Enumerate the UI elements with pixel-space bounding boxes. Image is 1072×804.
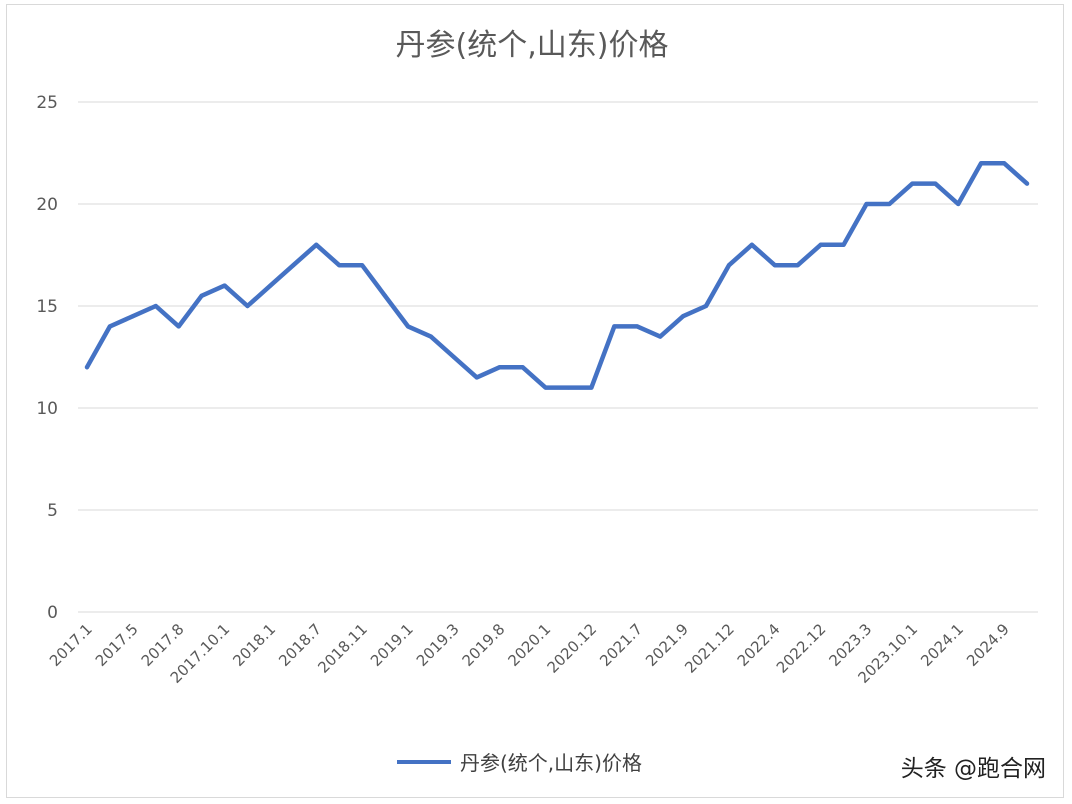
data-point [979, 161, 984, 166]
legend: 丹参(统个,山东)价格 [397, 751, 642, 775]
data-point [451, 355, 456, 359]
data-point [956, 202, 961, 206]
data-point [566, 385, 571, 390]
data-point [107, 324, 112, 329]
y-tick-label: 10 [36, 399, 58, 419]
data-point [130, 314, 135, 319]
data-point [85, 365, 89, 370]
data-point [337, 263, 342, 268]
data-point [726, 263, 731, 268]
y-tick-label: 20 [36, 195, 58, 215]
data-point [864, 202, 869, 206]
data-point [795, 263, 800, 268]
data-point [153, 304, 158, 308]
data-point [405, 324, 410, 329]
data-point [612, 324, 617, 329]
data-point [681, 314, 686, 319]
x-tick-label: 2019.8 [459, 620, 509, 670]
data-point [222, 283, 227, 288]
data-point [818, 242, 823, 247]
gridlines [78, 101, 1038, 613]
data-point [841, 242, 846, 247]
y-tick-label: 25 [36, 93, 58, 113]
data-point [658, 334, 663, 339]
y-tick-label: 15 [36, 297, 58, 317]
data-point [749, 242, 754, 247]
x-tick-label: 2020.12 [544, 620, 601, 677]
chart-frame [6, 4, 1064, 798]
data-point [635, 324, 640, 329]
x-tick-label: 2022.12 [773, 620, 830, 677]
data-point [428, 334, 433, 339]
data-point [383, 293, 388, 298]
data-point [497, 365, 502, 370]
data-point [474, 375, 479, 380]
data-point [176, 324, 181, 329]
data-point [772, 263, 777, 268]
x-tick-label: 2024.9 [963, 620, 1013, 670]
data-point [589, 385, 594, 390]
data-point [291, 263, 296, 268]
data-point [360, 263, 365, 268]
x-tick-label: 2021.7 [596, 620, 646, 670]
legend-label: 丹参(统个,山东)价格 [460, 751, 642, 775]
x-tick-label: 2017.1 [46, 620, 96, 670]
y-tick-label: 5 [47, 501, 58, 521]
data-point [1025, 181, 1029, 186]
data-point [245, 304, 250, 308]
data-point [314, 242, 319, 247]
x-tick-label: 2021.12 [681, 620, 738, 677]
x-tick-label: 2017.5 [92, 620, 142, 670]
x-axis-ticks: 2017.12017.52017.82017.10.12018.12018.72… [46, 620, 1013, 687]
x-tick-label: 2019.3 [413, 620, 463, 670]
data-point [543, 385, 548, 390]
plot-area [84, 160, 1030, 390]
data-point [887, 202, 892, 206]
data-point [910, 181, 915, 186]
data-point [1002, 161, 1007, 166]
x-tick-label: 2019.1 [367, 620, 417, 670]
data-point [268, 283, 273, 288]
series-line [84, 160, 1030, 390]
data-point [199, 293, 204, 298]
chart-title: 丹参(统个,山东)价格 [396, 28, 669, 63]
data-point [704, 304, 709, 308]
y-axis-ticks: 0 5 10 15 20 25 [36, 93, 58, 623]
watermark: 头条 @跑合网 [901, 756, 1046, 782]
y-tick-label: 0 [47, 603, 58, 623]
x-tick-label: 2018.11 [314, 620, 371, 677]
x-tick-label: 2024.1 [917, 620, 967, 670]
data-point [933, 181, 938, 186]
x-tick-label: 2018.1 [229, 620, 279, 670]
data-point [520, 365, 525, 370]
